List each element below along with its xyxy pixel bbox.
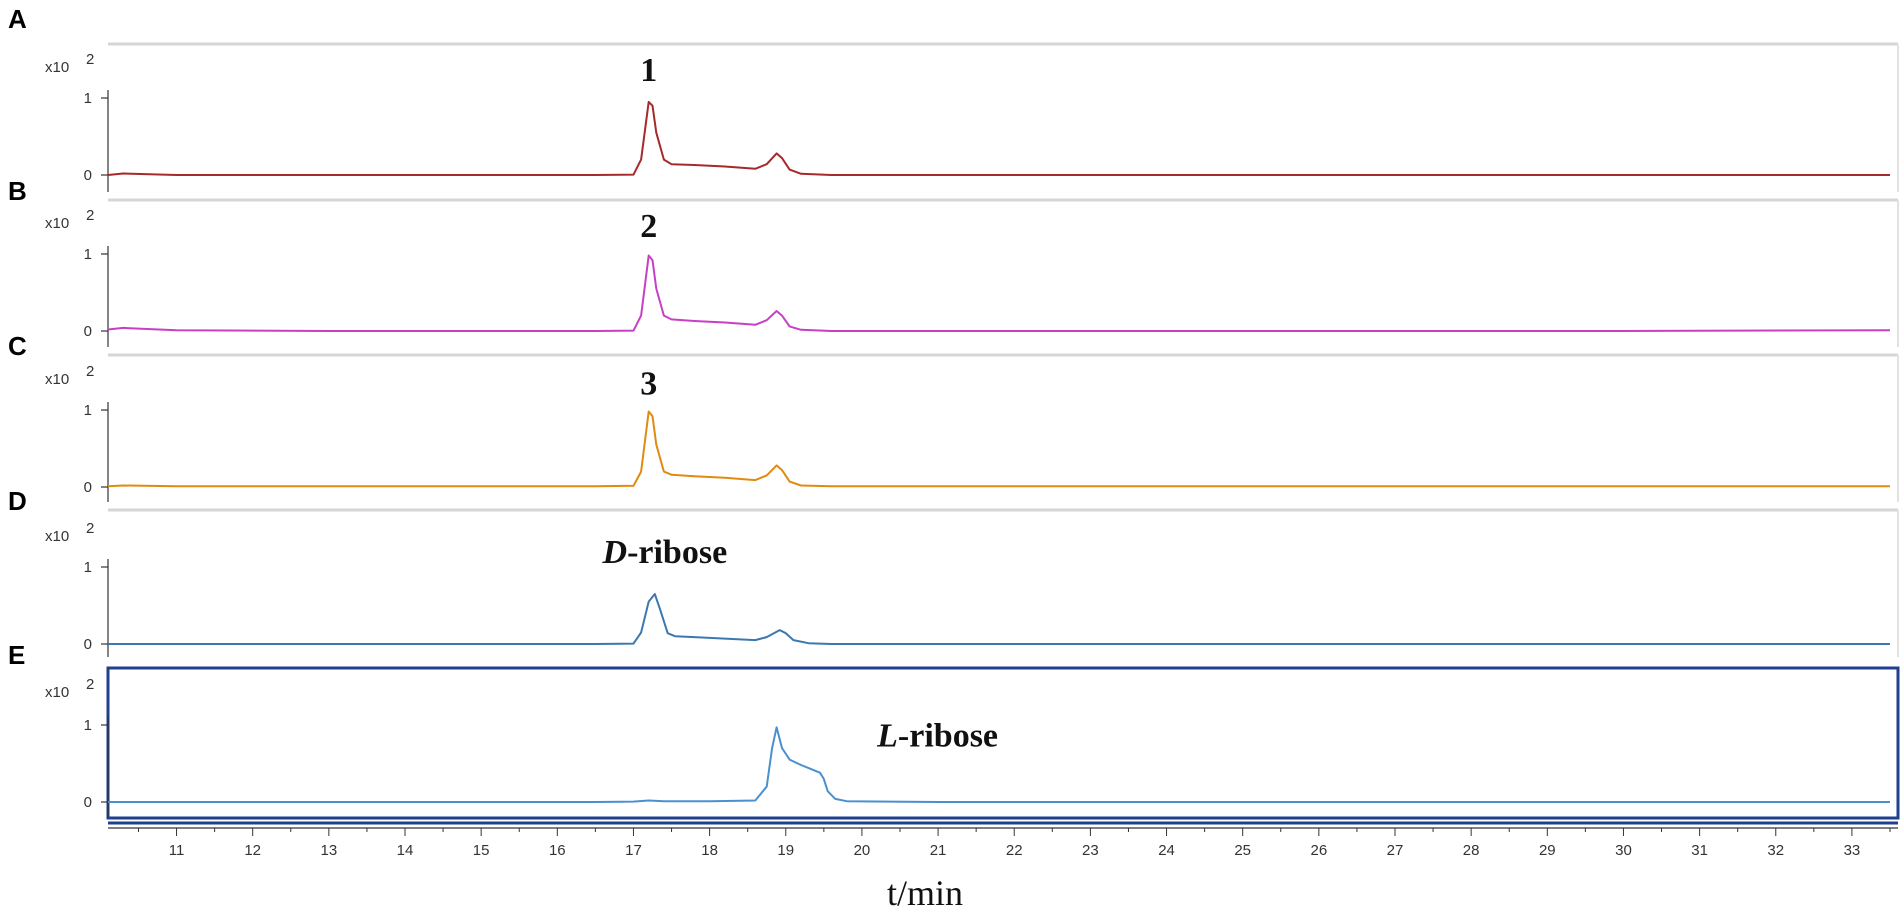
y-tick-label: 0: [84, 323, 92, 340]
y-scale-exponent: 2: [86, 51, 94, 68]
x-tick-label: 19: [777, 842, 794, 859]
y-tick-label: 0: [84, 794, 92, 811]
x-axis: 11 12 13 14 15 16 17 18 19 20 21 22 23 24 25 26 27 28 29 30…: [108, 827, 1898, 859]
x-tick-label: 27: [1387, 842, 1404, 859]
x-tick-label: 28: [1463, 842, 1480, 859]
panel-letter: B: [8, 176, 27, 206]
panel-frame: [106, 666, 1900, 820]
x-tick-label: 31: [1691, 842, 1708, 859]
y-scale-exponent: 2: [86, 207, 94, 224]
panel-letter: E: [8, 640, 25, 670]
y-tick-label: 1: [84, 717, 92, 734]
y-scale-label: x10: [45, 371, 69, 388]
y-tick-label: 0: [84, 636, 92, 653]
y-scale-label: x10: [45, 528, 69, 545]
x-tick-label: 29: [1539, 842, 1556, 859]
chromatogram-trace: [107, 410, 1890, 488]
peak-label: D-ribose: [602, 534, 728, 571]
peak-label: 2: [640, 208, 657, 245]
x-tick-label: 17: [625, 842, 642, 859]
x-tick-label: 23: [1082, 842, 1099, 859]
peak-label: L-ribose: [876, 718, 998, 755]
y-scale-label: x10: [45, 59, 69, 76]
peak-label-italic: D: [602, 534, 628, 571]
y-scale-label: x10: [45, 215, 69, 232]
x-tick-label: 21: [930, 842, 947, 859]
x-tick-label: 15: [473, 842, 490, 859]
y-scale-exponent: 2: [86, 676, 94, 693]
x-tick-label: 12: [244, 842, 261, 859]
y-scale-label: x10: [45, 684, 69, 701]
y-scale-exponent: 2: [86, 520, 94, 537]
x-tick-label: 24: [1158, 842, 1175, 859]
chromatogram-trace: [107, 100, 1890, 176]
y-tick-label: 1: [84, 402, 92, 419]
y-tick-label: 0: [84, 167, 92, 184]
peak-label-text: -ribose: [898, 718, 998, 755]
x-tick-label: 25: [1234, 842, 1251, 859]
y-tick-label: 1: [84, 90, 92, 107]
peak-label: 1: [640, 52, 657, 89]
x-tick-label: 13: [321, 842, 338, 859]
y-tick-label: 1: [84, 246, 92, 263]
x-tick-label: 11: [169, 842, 185, 859]
panel-letter: A: [8, 4, 27, 34]
panel-letter: C: [8, 331, 27, 361]
y-tick-label: 1: [84, 559, 92, 576]
x-tick-label: 22: [1006, 842, 1023, 859]
x-tick-label: 33: [1844, 842, 1861, 859]
x-tick-label: 30: [1615, 842, 1632, 859]
chromatogram-trace: [108, 726, 1890, 803]
y-scale-exponent: 2: [86, 363, 94, 380]
x-tick-label: 32: [1767, 842, 1784, 859]
panel-letter: D: [8, 486, 27, 516]
peak-label-text: -ribose: [627, 534, 727, 571]
x-axis-title: t/min: [887, 873, 963, 913]
y-tick-label: 0: [84, 479, 92, 496]
x-tick-label: 26: [1311, 842, 1328, 859]
x-tick-label: 20: [854, 842, 871, 859]
chromatogram-trace: [108, 593, 1890, 645]
peak-label-italic: L: [876, 718, 898, 755]
x-tick-label: 14: [397, 842, 414, 859]
x-tick-label: 18: [701, 842, 718, 859]
chromatogram-trace: [107, 254, 1891, 332]
x-tick-label: 16: [549, 842, 566, 859]
peak-label: 3: [640, 366, 657, 403]
